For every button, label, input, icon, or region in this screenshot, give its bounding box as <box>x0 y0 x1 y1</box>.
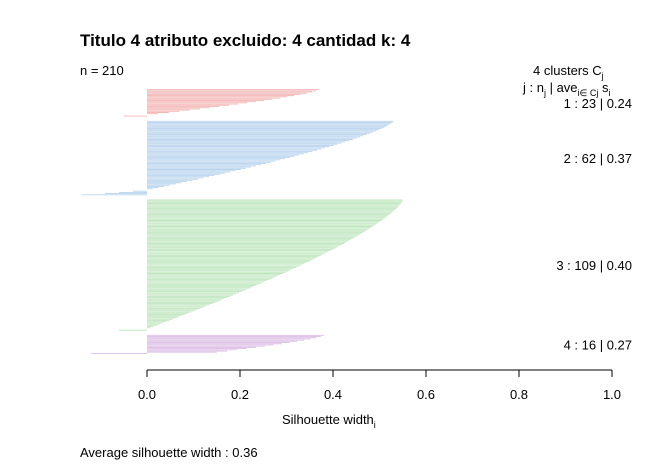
cluster-label: 2 : 62 | 0.37 <box>564 151 632 166</box>
x-tick-label: 0.8 <box>510 387 528 402</box>
legend-line2: j : nj | avei∈ Cj si <box>522 80 611 98</box>
cluster-label: 1 : 23 | 0.24 <box>564 96 632 111</box>
x-tick-label: 0.2 <box>231 387 249 402</box>
x-axis-label: Silhouette widthi <box>282 412 376 430</box>
legend-header: 4 clusters Cj j : nj | avei∈ Cj si <box>522 63 611 98</box>
chart-title: Titulo 4 atributo excluido: 4 cantidad k… <box>80 31 411 50</box>
average-silhouette-text: Average silhouette width : 0.36 <box>80 445 258 460</box>
x-tick-label: 0.6 <box>417 387 435 402</box>
cluster-label: 3 : 109 | 0.40 <box>556 258 632 273</box>
silhouette-bars <box>81 89 403 354</box>
cluster-label: 4 : 16 | 0.27 <box>564 337 632 352</box>
x-tick-label: 1.0 <box>603 387 621 402</box>
legend-line1: 4 clusters Cj <box>533 63 604 81</box>
x-tick-label: 0.4 <box>324 387 342 402</box>
cluster-labels: 1 : 23 | 0.24 2 : 62 | 0.37 3 : 109 | 0.40… <box>556 96 632 352</box>
n-label: n = 210 <box>80 63 124 78</box>
x-axis: 0.0 0.2 0.4 0.6 0.8 1.0 <box>138 369 621 402</box>
x-tick-label: 0.0 <box>138 387 156 402</box>
